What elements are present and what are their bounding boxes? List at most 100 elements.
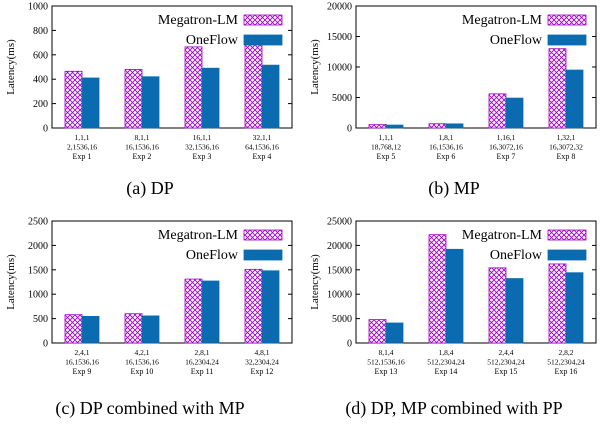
bar-megatron: [184, 46, 203, 129]
bar-oneflow: [565, 69, 584, 129]
y-tick-label: 500: [33, 314, 48, 325]
y-tick-label: 800: [33, 26, 48, 37]
bar-megatron: [368, 124, 387, 129]
y-tick-label: 20000: [327, 241, 352, 252]
x-tick-label: Exp 4: [253, 152, 272, 161]
x-tick-label: Exp 6: [437, 152, 456, 161]
y-tick-label: 5000: [332, 314, 352, 325]
x-tick-label: 512,1536,16: [367, 358, 405, 367]
bar-oneflow: [81, 77, 100, 129]
y-tick-label: 1000: [28, 2, 48, 13]
x-tick-label: 512,2304,24: [487, 358, 525, 367]
x-tick-label: 18,768,12: [371, 143, 401, 152]
bar-megatron: [124, 69, 143, 129]
legend-label: OneFlow: [490, 248, 543, 263]
x-tick-label: Exp 13: [375, 367, 398, 376]
plot-frame: [51, 220, 293, 344]
bar-megatron: [368, 319, 387, 344]
bar-oneflow: [565, 272, 584, 344]
chart-caption: (a) DP: [126, 178, 174, 198]
bar-megatron: [488, 93, 507, 129]
y-axis-label: Latency(ms): [309, 254, 321, 310]
x-tick-label: 16,3072,16: [489, 143, 523, 152]
chart-caption: (d) DP, MP combined with PP: [345, 398, 563, 418]
x-tick-label: 4,2,1: [135, 348, 150, 357]
legend-label: OneFlow: [186, 248, 239, 263]
x-tick-label: 16,3072,32: [549, 143, 583, 152]
y-tick-label: 10000: [327, 63, 352, 74]
y-tick-label: 2500: [28, 217, 48, 228]
x-tick-label: Exp 14: [435, 367, 458, 376]
y-tick-label: 15000: [327, 265, 352, 276]
x-tick-label: Exp 11: [191, 367, 214, 376]
x-tick-label: 64,1536,16: [245, 143, 279, 152]
chart-panel-mp: 0 5000 10000 15000 20000 Latency(ms) 1,1,1 18,7…: [304, 0, 604, 215]
x-tick-label: 4,8,1: [255, 348, 270, 357]
y-axis-label: Latency(ms): [5, 39, 17, 95]
x-tick-label: 2,1536,16: [67, 143, 97, 152]
y-tick-label: 400: [33, 75, 48, 86]
chart-svg: 0 5000 10000 15000 20000 25000 Latency(ms) 8,1,…: [309, 217, 597, 376]
bar-oneflow: [445, 248, 464, 344]
x-tick-label: 8,1,4: [379, 348, 394, 357]
chart-svg: 0 5000 10000 15000 20000 Latency(ms) 1,1,118,7…: [309, 2, 597, 161]
x-tick-label: 1,16,1: [497, 133, 516, 142]
x-tick-label: Exp 12: [251, 367, 274, 376]
y-axis-label: Latency(ms): [5, 254, 17, 310]
bar-oneflow: [445, 123, 464, 129]
bar-megatron: [64, 314, 83, 344]
bar-megatron: [184, 278, 203, 344]
x-tick-label: Exp 5: [377, 152, 396, 161]
legend-label: Megatron-LM: [158, 228, 239, 243]
x-tick-label: Exp 2: [133, 152, 152, 161]
x-tick-label: Exp 1: [73, 152, 92, 161]
bar-megatron: [124, 313, 143, 344]
bar-megatron: [488, 267, 507, 344]
chart-svg: 0 200 400 600 800 1000 Latency(ms) 1,1,12,1536,…: [5, 2, 293, 161]
y-axis-label: Latency(ms): [309, 39, 321, 95]
x-tick-label: Exp 9: [73, 367, 92, 376]
x-tick-label: 2,8,2: [559, 348, 574, 357]
x-tick-label: 1,8,4: [439, 348, 454, 357]
x-tick-label: 32,1,1: [253, 133, 272, 142]
x-tick-label: 512,2304,24: [547, 358, 585, 367]
legend-swatch-megatron: [243, 229, 283, 241]
y-tick-label: 0: [347, 339, 352, 350]
x-tick-label: Exp 7: [497, 152, 516, 161]
legend-label: OneFlow: [186, 33, 239, 48]
bar-oneflow: [141, 315, 160, 344]
bar-megatron: [64, 70, 83, 129]
x-tick-label: 2,4,1: [75, 348, 90, 357]
x-tick-label: Exp 10: [131, 367, 154, 376]
chart-svg: 05001000150020002500Latency(ms)2,4,116,1…: [5, 217, 293, 376]
y-tick-label: 600: [33, 50, 48, 61]
y-tick-label: 2000: [28, 241, 48, 252]
bar-oneflow: [81, 316, 100, 344]
legend-label: Megatron-LM: [462, 13, 543, 28]
x-tick-label: 1,1,1: [379, 133, 394, 142]
x-tick-label: 16,1536,16: [125, 358, 159, 367]
y-tick-label: 5000: [332, 93, 352, 104]
legend-swatch-oneflow: [243, 249, 283, 261]
bar-oneflow: [201, 67, 220, 129]
y-tick-label: 200: [33, 99, 48, 110]
chart-caption: (c) DP combined with MP: [55, 398, 245, 418]
bar-megatron: [244, 268, 263, 344]
bar-megatron: [428, 123, 447, 129]
x-tick-label: 16,1536,16: [65, 358, 99, 367]
bar-oneflow: [201, 280, 220, 344]
x-tick-label: 1,8,1: [439, 133, 454, 142]
x-tick-label: 16,1536,16: [125, 143, 159, 152]
bar-oneflow: [141, 76, 160, 129]
x-tick-label: 16,2304,24: [185, 358, 219, 367]
bar-oneflow: [385, 322, 404, 344]
y-tick-label: 0: [43, 124, 48, 135]
legend-swatch-megatron: [547, 14, 587, 26]
y-tick-label: 0: [347, 124, 352, 135]
chart-panel-dp: 0 200 400 600 800 1000 Latency(ms) 1,1,1 2,1536,…: [0, 0, 300, 215]
legend-label: Megatron-LM: [462, 228, 543, 243]
x-tick-label: 16,1536,16: [429, 143, 463, 152]
x-tick-label: 1,32,1: [557, 133, 576, 142]
x-tick-label: Exp 3: [193, 152, 212, 161]
y-tick-label: 25000: [327, 217, 352, 228]
